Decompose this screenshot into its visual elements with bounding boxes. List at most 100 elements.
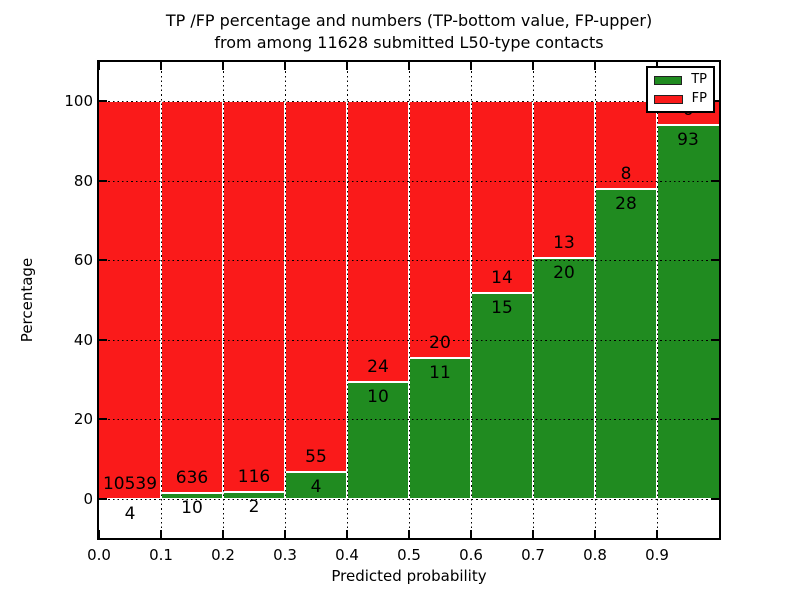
- bar-segment-tp: [223, 492, 285, 499]
- tick-mark: [711, 418, 719, 421]
- bar-segment-fp: [99, 101, 161, 499]
- bar-value-label-tp: 10: [367, 386, 389, 407]
- bar-edge: [223, 491, 285, 494]
- y-tick-label: 60: [73, 251, 93, 270]
- bar-segment-fp: [595, 101, 657, 190]
- grid-line-vertical: [347, 62, 348, 538]
- bar-segment-tp: [409, 357, 471, 499]
- tick-mark: [711, 338, 719, 341]
- bar-segment-fp: [223, 101, 285, 493]
- x-tick-label: 0.4: [335, 546, 359, 564]
- grid-line-vertical: [223, 62, 224, 538]
- tick-mark: [99, 259, 107, 262]
- bar-edge: [533, 256, 595, 259]
- fp-swatch-icon: [654, 94, 683, 104]
- bar-segment-tp: [657, 125, 719, 499]
- x-tick-label: 0.5: [397, 546, 421, 564]
- bar-value-label-fp: 24: [367, 356, 389, 377]
- bar-value-label-tp: 93: [677, 130, 699, 151]
- bar-edge: [285, 471, 347, 474]
- tick-mark: [408, 62, 410, 70]
- grid-line-vertical: [533, 62, 534, 538]
- grid-line-vertical: [285, 62, 286, 538]
- grid-line-vertical: [161, 62, 162, 538]
- bar-edge: [161, 491, 223, 494]
- tick-mark: [346, 62, 348, 70]
- x-tick-label: 0.7: [521, 546, 545, 564]
- bar-value-label-fp: 8: [620, 164, 632, 185]
- chart-title-line-1: TP /FP percentage and numbers (TP-bottom…: [165, 11, 653, 30]
- tick-mark: [284, 62, 286, 70]
- bar-segment-tp: [161, 492, 223, 499]
- bar-value-label-tp: 11: [429, 362, 451, 383]
- bar-edge: [471, 292, 533, 295]
- bar-segment-tp: [471, 293, 533, 499]
- tick-mark: [99, 100, 107, 102]
- tick-mark: [99, 418, 107, 421]
- grid-line-vertical: [471, 62, 472, 538]
- grid-line-horizontal: [99, 419, 719, 421]
- bar-value-label-fp: 116: [237, 467, 271, 488]
- x-tick-label: 0.9: [645, 546, 669, 564]
- bar-value-label-tp: 4: [310, 477, 322, 498]
- y-tick-label: 40: [73, 330, 93, 349]
- bar-segment-tp: [595, 189, 657, 499]
- grid-line-horizontal: [99, 260, 719, 262]
- bar-segment-fp: [533, 101, 595, 258]
- grid-line-vertical: [657, 62, 658, 538]
- tick-mark: [532, 530, 534, 538]
- bar-value-label-fp: 636: [175, 467, 209, 488]
- tp-swatch-icon: [654, 75, 683, 85]
- bar-value-label-tp: 4: [124, 503, 136, 524]
- bar-value-label-tp: 2: [248, 497, 260, 518]
- bar-segment-tp: [347, 381, 409, 499]
- bar-segment-tp: [533, 257, 595, 499]
- bar-segment-fp: [471, 101, 533, 294]
- tick-mark: [160, 530, 162, 538]
- bar-value-label-fp: 10539: [102, 473, 158, 494]
- tick-mark: [346, 530, 348, 538]
- bar-value-label-fp: 14: [491, 268, 513, 289]
- y-tick-label: 20: [73, 410, 93, 429]
- tick-mark: [656, 530, 658, 538]
- tick-mark: [99, 179, 107, 182]
- tick-mark: [98, 62, 100, 70]
- y-axis-label: Percentage: [18, 257, 36, 343]
- bar-value-label-tp: 20: [553, 262, 575, 283]
- tick-mark: [99, 498, 107, 500]
- bar-segment-fp: [285, 101, 347, 473]
- tick-mark: [594, 62, 596, 70]
- tick-mark: [711, 179, 719, 182]
- tick-mark: [711, 498, 719, 500]
- tick-mark: [222, 62, 224, 70]
- bar-edge: [409, 356, 471, 359]
- tick-mark: [594, 530, 596, 538]
- tick-mark: [99, 338, 107, 341]
- legend-entry-fp: FP: [654, 92, 707, 106]
- grid-line-vertical: [595, 62, 596, 538]
- legend: TP FP: [646, 66, 715, 113]
- y-tick-label: 100: [64, 92, 93, 110]
- grid-line-horizontal: [99, 339, 719, 341]
- tick-mark: [98, 530, 100, 538]
- grid-line-vertical: [409, 62, 410, 538]
- tick-mark: [222, 530, 224, 538]
- chart-title-line-2: from among 11628 submitted L50-type cont…: [214, 33, 604, 52]
- y-tick-label: 0: [83, 490, 93, 508]
- tick-mark: [711, 259, 719, 262]
- bar-value-label-tp: 15: [491, 298, 513, 319]
- bar-value-label-tp: 28: [615, 194, 637, 215]
- tick-mark: [532, 62, 534, 70]
- bar-segment-fp: [409, 101, 471, 358]
- y-tick-label: 80: [73, 171, 93, 190]
- x-axis-label: Predicted probability: [331, 567, 487, 585]
- tick-mark: [470, 62, 472, 70]
- tick-mark: [284, 530, 286, 538]
- legend-label-tp: TP: [691, 72, 707, 87]
- legend-label-fp: FP: [691, 91, 707, 106]
- bar-segment-tp: [285, 472, 347, 499]
- tick-mark: [408, 530, 410, 538]
- tick-mark: [711, 100, 719, 102]
- bar-value-label-fp: 55: [305, 447, 327, 468]
- tick-mark: [470, 530, 472, 538]
